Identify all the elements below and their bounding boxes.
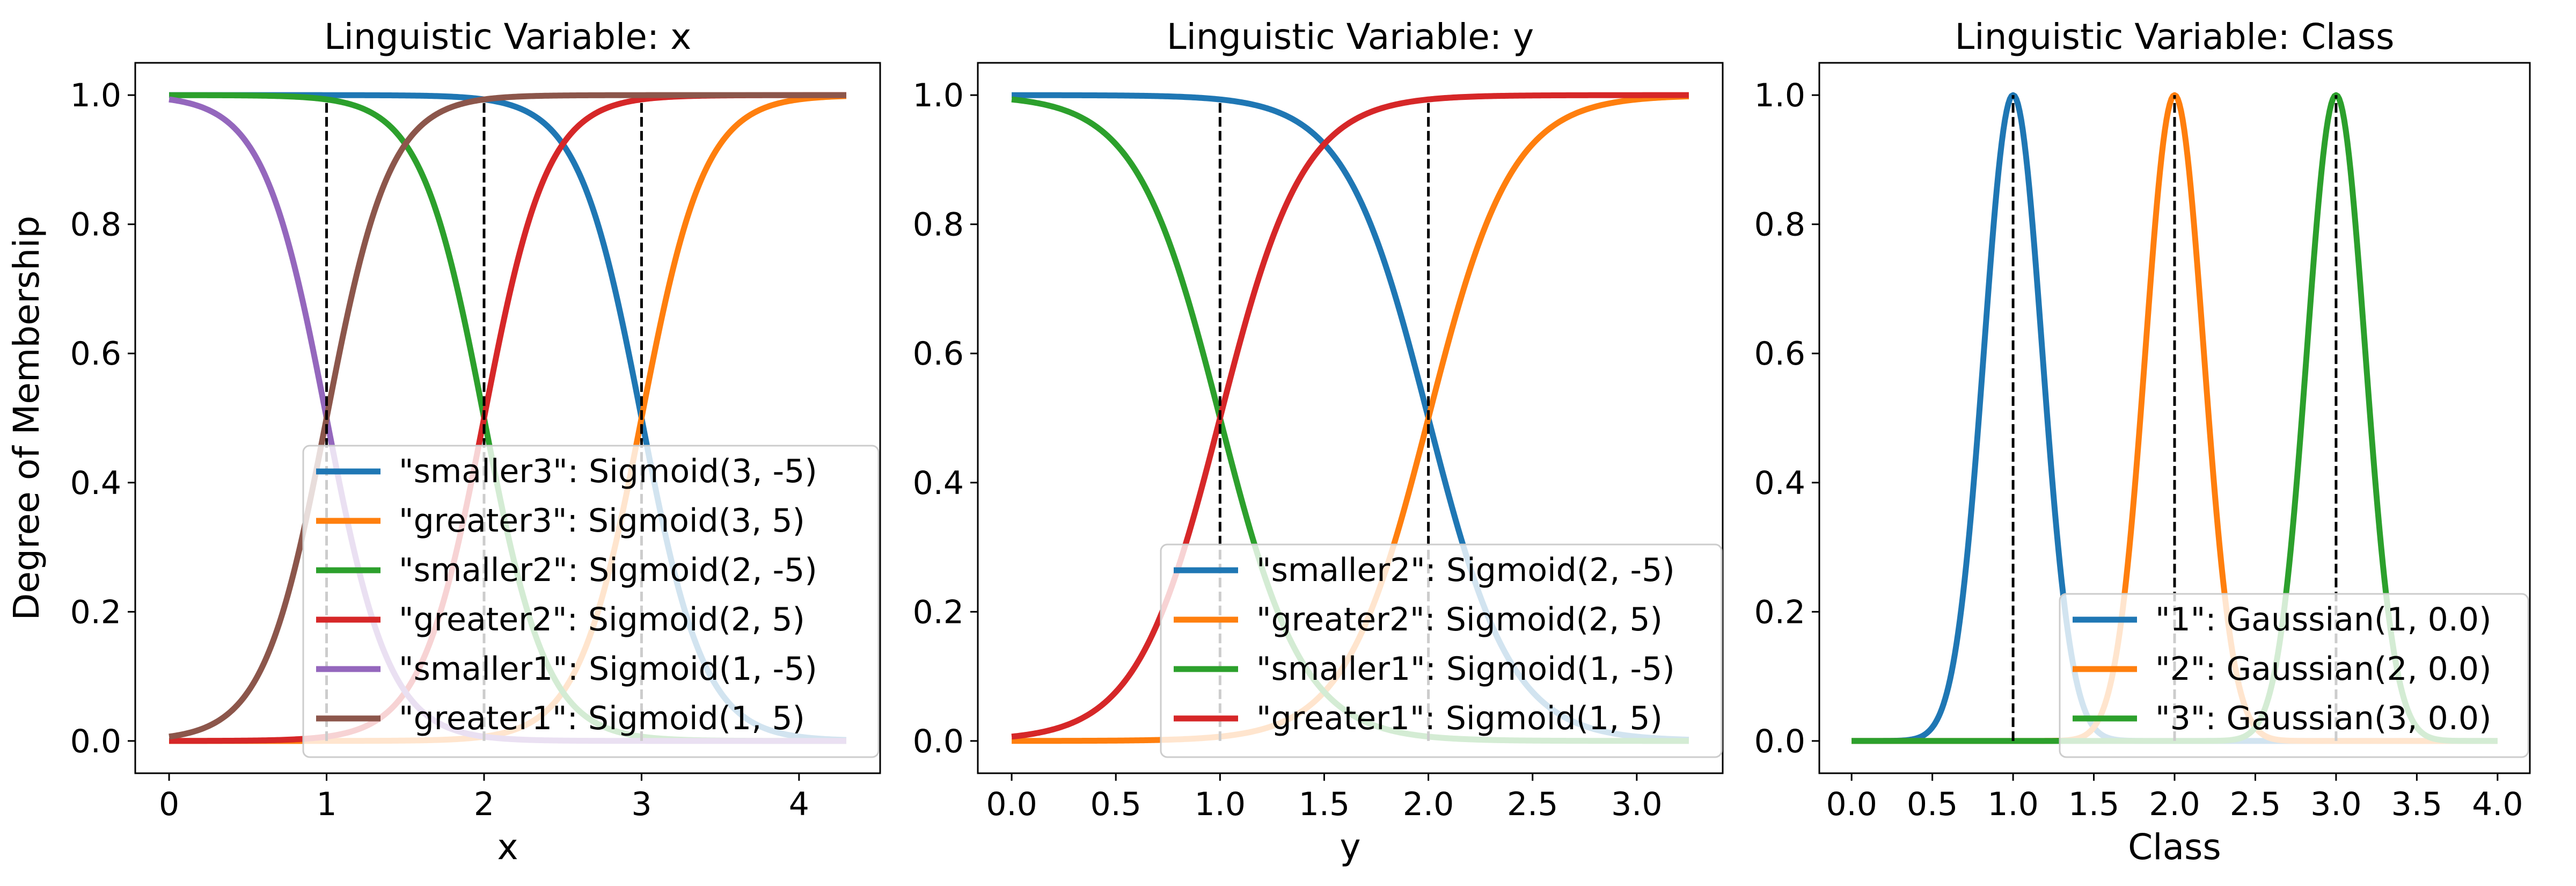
legend-label: "greater3": Sigmoid(3, 5) [399, 502, 805, 540]
x-tick-label: 2.5 [2230, 786, 2281, 823]
y-tick-label: 0.2 [1754, 593, 1805, 631]
x-tick-label: 3 [631, 786, 652, 823]
y-tick-label: 0.8 [913, 206, 964, 244]
x-tick-label: 2.0 [2149, 786, 2200, 823]
x-tick-label: 1.0 [1987, 786, 2038, 823]
x-tick-label: 0.5 [1907, 786, 1958, 823]
y-tick-label: 0.6 [913, 335, 964, 373]
axes-frame [977, 62, 1724, 774]
x-tick-label: 0.0 [986, 786, 1037, 823]
y-tick-label: 0.2 [913, 593, 964, 631]
y-tick-label: 0.6 [1754, 335, 1805, 373]
y-tick-label: 1.0 [70, 77, 121, 114]
legend-label: "2": Gaussian(2, 0.0) [2155, 650, 2491, 688]
x-tick-label: 4 [789, 786, 809, 823]
axes-frame [134, 62, 881, 774]
legend-label: "greater2": Sigmoid(2, 5) [399, 601, 805, 638]
x-tick-label: 0.5 [1091, 786, 1141, 823]
y-tick-label: 0.6 [70, 335, 121, 373]
x-tick-label: 4.0 [2472, 786, 2523, 823]
legend-box [2059, 593, 2529, 758]
x-tick-label: 1.5 [2068, 786, 2119, 823]
y-tick-label: 0.8 [1754, 206, 1805, 244]
legend-label: "smaller2": Sigmoid(2, -5) [399, 551, 817, 589]
y-tick-label: 0.8 [70, 206, 121, 244]
x-axis-label: x [497, 826, 518, 868]
x-tick-label: 1.5 [1299, 786, 1350, 823]
y-tick-label: 0.4 [70, 464, 121, 502]
y-axis-label: Degree of Membership [6, 216, 47, 621]
y-tick-label: 1.0 [913, 77, 964, 114]
y-tick-label: 0.4 [913, 464, 964, 502]
x-tick-label: 2 [474, 786, 494, 823]
x-tick-label: 3.5 [2391, 786, 2442, 823]
legend-label: "greater1": Sigmoid(1, 5) [399, 700, 805, 737]
x-axis-label: y [1340, 826, 1360, 868]
x-tick-label: 2.0 [1403, 786, 1454, 823]
x-tick-label: 1 [316, 786, 336, 823]
y-tick-label: 0.0 [70, 723, 121, 760]
y-tick-label: 0.2 [70, 593, 121, 631]
panel-y: Linguistic Variable: y y 0.0 0.5 1.0 1.5 2.0… [913, 16, 1724, 868]
y-tick-label: 0.4 [1754, 464, 1805, 502]
legend: "1": Gaussian(1, 0.0) "2": Gaussian(2, 0.… [2059, 593, 2529, 758]
legend: "smaller3": Sigmoid(3, -5) "greater3": Si… [302, 445, 880, 758]
legend-box [1160, 543, 1723, 758]
legend: "smaller2": Sigmoid(2, -5) "greater2": Si… [1160, 543, 1723, 758]
chart-title: Linguistic Variable: Class [1955, 16, 2395, 57]
y-tick-label: 1.0 [1754, 77, 1805, 114]
legend-label: "smaller3": Sigmoid(3, -5) [399, 453, 817, 490]
panel-class: Linguistic Variable: Class Class 0.0 0.5 1… [1754, 16, 2531, 868]
legend-label: "1": Gaussian(1, 0.0) [2155, 601, 2491, 638]
y-tick-label: 0.0 [1754, 723, 1805, 760]
chart-title: Linguistic Variable: x [324, 16, 691, 57]
x-tick-label: 0 [159, 786, 179, 823]
legend-label: "greater2": Sigmoid(2, 5) [1256, 601, 1663, 638]
legend-label: "smaller1": Sigmoid(1, -5) [399, 650, 817, 688]
legend-label: "smaller2": Sigmoid(2, -5) [1256, 551, 1675, 589]
legend-label: "3": Gaussian(3, 0.0) [2155, 700, 2491, 737]
x-tick-label: 1.0 [1195, 786, 1246, 823]
x-axis-label: Class [2128, 826, 2221, 868]
x-tick-label: 2.5 [1507, 786, 1558, 823]
chart-title: Linguistic Variable: y [1167, 16, 1534, 57]
y-tick-label: 0.0 [913, 723, 964, 760]
x-tick-label: 0.0 [1826, 786, 1877, 823]
series-line-5 [167, 92, 848, 740]
panel-x: Linguistic Variable: x x Degree of Membe… [6, 16, 881, 868]
legend-label: "greater1": Sigmoid(1, 5) [1256, 700, 1663, 737]
x-tick-label: 3.0 [2310, 786, 2361, 823]
legend-label: "smaller1": Sigmoid(1, -5) [1256, 650, 1675, 688]
legend-box [302, 445, 880, 758]
x-tick-label: 3.0 [1611, 786, 1662, 823]
series-line-3 [1010, 92, 1690, 740]
